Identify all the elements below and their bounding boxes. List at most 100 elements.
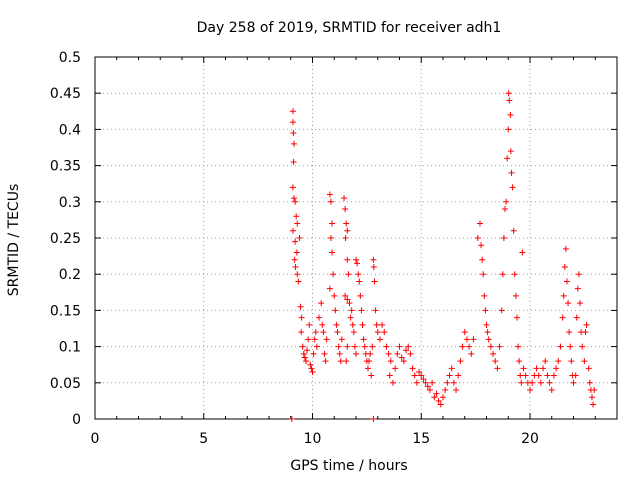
data-point bbox=[582, 329, 589, 336]
data-point bbox=[548, 387, 555, 394]
data-point bbox=[309, 368, 316, 375]
data-point bbox=[326, 191, 333, 198]
data-point bbox=[321, 350, 328, 357]
data-point bbox=[505, 90, 512, 97]
data-point bbox=[504, 155, 511, 162]
y-tick-label: 0.5 bbox=[59, 50, 81, 66]
data-point bbox=[329, 249, 336, 256]
data-point bbox=[288, 416, 295, 422]
data-point bbox=[308, 365, 315, 372]
data-point bbox=[518, 379, 525, 386]
data-point bbox=[360, 336, 367, 343]
data-point bbox=[546, 379, 553, 386]
data-point bbox=[385, 350, 392, 357]
y-tick-label: 0.45 bbox=[50, 86, 81, 102]
data-point bbox=[418, 372, 425, 379]
data-point bbox=[387, 358, 394, 365]
data-point bbox=[307, 361, 314, 368]
data-point bbox=[496, 343, 503, 350]
data-point bbox=[331, 292, 338, 299]
y-tick-label: 0.35 bbox=[50, 159, 81, 175]
data-point bbox=[343, 358, 350, 365]
data-point bbox=[319, 321, 326, 328]
data-point bbox=[579, 343, 586, 350]
data-point bbox=[400, 358, 407, 365]
data-point bbox=[356, 278, 363, 285]
data-point bbox=[567, 343, 574, 350]
data-point bbox=[316, 314, 323, 321]
data-point bbox=[330, 271, 337, 278]
data-point bbox=[293, 213, 300, 220]
data-point bbox=[513, 314, 520, 321]
data-point bbox=[343, 220, 350, 227]
data-point bbox=[566, 329, 573, 336]
data-point bbox=[370, 416, 377, 422]
data-point bbox=[553, 365, 560, 372]
data-point bbox=[342, 206, 349, 213]
data-point bbox=[294, 271, 301, 278]
data-point bbox=[376, 336, 383, 343]
data-point bbox=[329, 220, 336, 227]
data-point bbox=[570, 379, 577, 386]
data-point bbox=[500, 235, 507, 241]
data-point bbox=[494, 365, 501, 372]
data-point bbox=[468, 350, 475, 357]
data-point bbox=[540, 365, 547, 372]
x-tick-label: 10 bbox=[304, 431, 322, 447]
data-point bbox=[373, 321, 380, 328]
x-tick-label: 5 bbox=[199, 431, 208, 447]
data-point bbox=[403, 347, 410, 354]
data-point bbox=[470, 336, 477, 343]
data-point bbox=[372, 307, 379, 314]
data-point bbox=[313, 343, 320, 350]
data-point bbox=[516, 358, 523, 365]
data-point bbox=[290, 158, 297, 165]
data-point bbox=[369, 343, 376, 350]
data-point bbox=[294, 220, 301, 227]
x-tick-label: 20 bbox=[521, 431, 539, 447]
data-point bbox=[431, 394, 438, 401]
y-tick-labels: 0 0.05 0.1 0.15 0.2 0.25 0.3 0.35 0.4 0.45 0.5 bbox=[50, 50, 81, 428]
y-axis-label: SRMTID / TECUs bbox=[6, 184, 22, 297]
data-point bbox=[527, 387, 533, 394]
data-point bbox=[446, 372, 453, 379]
data-point bbox=[450, 379, 457, 386]
data-point bbox=[342, 235, 349, 241]
data-point bbox=[440, 394, 446, 401]
data-point bbox=[338, 336, 345, 343]
data-point bbox=[305, 336, 312, 343]
data-point bbox=[509, 184, 516, 191]
data-point bbox=[544, 372, 551, 379]
data-point bbox=[480, 271, 487, 278]
data-point bbox=[588, 394, 595, 401]
data-point bbox=[481, 292, 488, 299]
data-point bbox=[426, 387, 433, 394]
data-point bbox=[507, 148, 514, 155]
data-point bbox=[291, 195, 298, 202]
data-point bbox=[453, 387, 460, 394]
data-point bbox=[463, 336, 470, 343]
axis-ticks bbox=[94, 56, 617, 420]
data-point bbox=[374, 329, 381, 336]
data-point bbox=[533, 365, 540, 372]
data-point bbox=[359, 321, 366, 328]
data-point bbox=[413, 379, 420, 386]
data-point bbox=[342, 292, 349, 299]
data-point bbox=[583, 321, 590, 328]
data-point bbox=[292, 263, 299, 270]
data-point bbox=[396, 343, 403, 350]
data-point bbox=[341, 195, 348, 202]
data-point bbox=[508, 169, 515, 176]
data-point bbox=[542, 358, 549, 365]
y-tick-label: 0.3 bbox=[59, 195, 81, 211]
data-point bbox=[301, 354, 308, 361]
data-point bbox=[293, 249, 300, 256]
data-point bbox=[364, 365, 371, 372]
data-point bbox=[424, 383, 431, 390]
data-point bbox=[386, 372, 393, 379]
data-point bbox=[520, 365, 527, 372]
data-point bbox=[398, 354, 405, 361]
data-point bbox=[490, 350, 497, 357]
data-point bbox=[487, 343, 494, 350]
